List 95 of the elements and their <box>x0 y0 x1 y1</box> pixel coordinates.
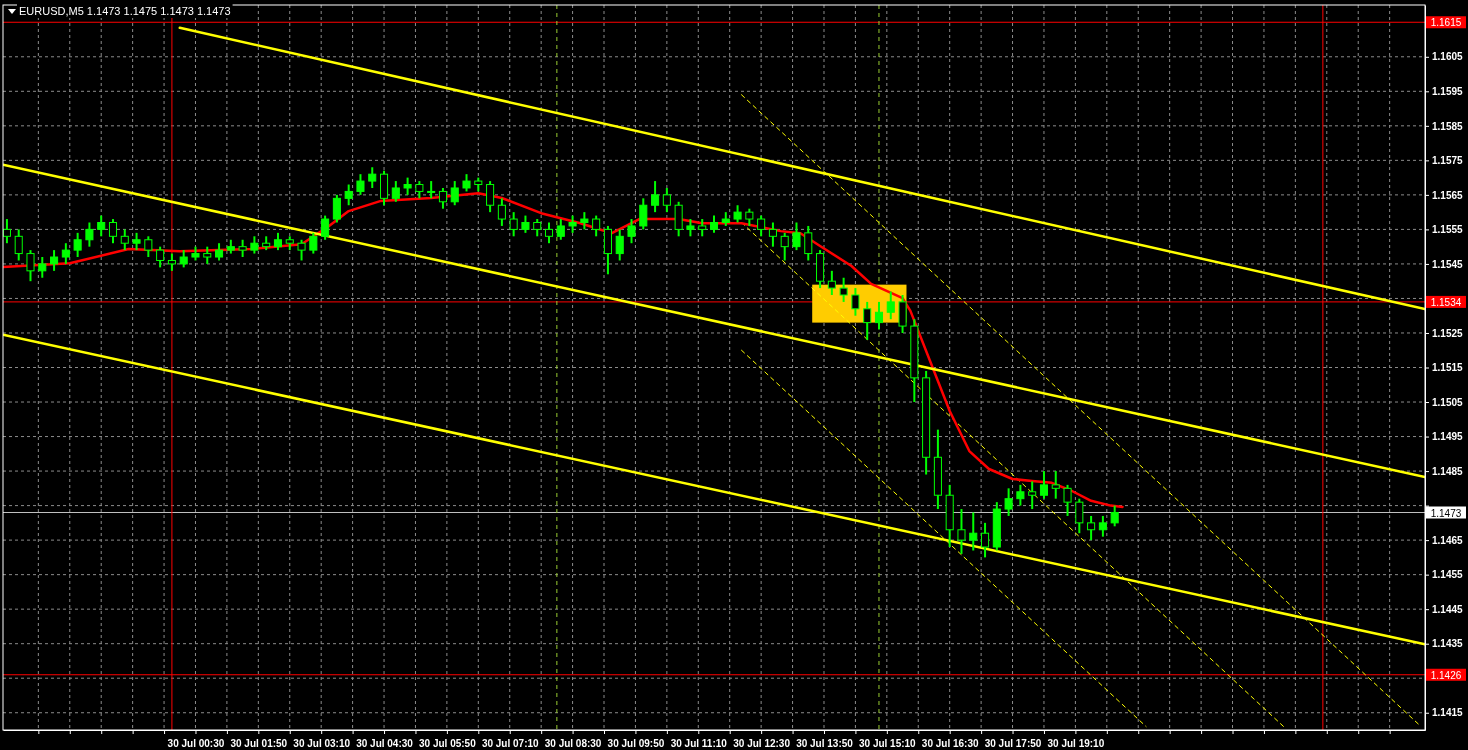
candlestick <box>804 224 813 262</box>
y-tick-label: 1.1605 <box>1432 51 1464 63</box>
candlestick <box>662 186 671 214</box>
candlestick <box>50 249 59 272</box>
candlestick <box>309 231 318 255</box>
y-tick-label: 1.1565 <box>1432 189 1464 201</box>
x-tick-label: 30 Jul 11:10 <box>670 738 728 749</box>
candlestick <box>144 235 153 259</box>
candlestick <box>957 508 966 555</box>
y-tick-label: 1.1505 <box>1432 396 1464 408</box>
x-tick-label: 30 Jul 09:50 <box>607 738 665 749</box>
chart-title: EURUSD,M5 1.1473 1.1475 1.1473 1.1473 <box>19 5 231 17</box>
candlestick <box>120 228 129 252</box>
y-tick-label: 1.1445 <box>1432 603 1464 615</box>
candlestick <box>615 228 624 262</box>
candlestick <box>639 197 648 231</box>
candlestick <box>1028 480 1037 511</box>
candlestick <box>73 231 82 259</box>
candlestick <box>1087 514 1096 542</box>
x-tick-label: 30 Jul 13:50 <box>796 738 854 749</box>
candlestick <box>356 173 365 196</box>
candlestick <box>768 221 777 248</box>
candlestick <box>651 180 660 214</box>
x-tick-label: 30 Jul 00:30 <box>167 738 225 749</box>
candlestick <box>592 214 601 238</box>
y-tick-label: 1.1545 <box>1432 258 1464 270</box>
y-tick-label: 1.1595 <box>1432 86 1464 98</box>
x-tick-label: 30 Jul 08:30 <box>544 738 602 749</box>
ref-line-label: 1.1473 <box>1430 507 1462 519</box>
candlestick <box>1063 483 1072 517</box>
candlestick <box>851 287 860 317</box>
x-tick-label: 30 Jul 05:50 <box>419 738 477 749</box>
candlestick <box>863 300 872 341</box>
x-tick-label: 30 Jul 16:30 <box>921 738 979 749</box>
candlestick <box>627 218 636 245</box>
candlestick <box>450 180 459 207</box>
ref-line-label: 1.1534 <box>1430 296 1462 308</box>
candlestick <box>757 214 766 238</box>
candlestick <box>3 218 11 245</box>
x-tick-label: 30 Jul 12:30 <box>733 738 791 749</box>
candlestick <box>874 300 884 331</box>
x-tick-label: 30 Jul 07:10 <box>481 738 540 749</box>
x-tick-label: 30 Jul 19:10 <box>1047 738 1105 749</box>
ref-line-label: 1.1426 <box>1430 669 1462 681</box>
ref-line-label: 1.1615 <box>1430 17 1462 29</box>
y-tick-label: 1.1455 <box>1432 569 1464 581</box>
candlestick <box>368 166 377 189</box>
y-tick-label: 1.1415 <box>1432 707 1464 719</box>
candlestick <box>108 218 118 245</box>
candlestick <box>1039 470 1048 500</box>
candlestick <box>497 197 506 227</box>
candlestick <box>1016 483 1025 507</box>
y-tick-label: 1.1585 <box>1432 120 1464 132</box>
candlestick <box>1004 487 1013 517</box>
candlestick <box>438 186 447 210</box>
candlestick <box>1075 497 1084 535</box>
candlestick <box>321 214 330 241</box>
candlestick <box>780 231 789 262</box>
x-tick-label: 30 Jul 17:50 <box>984 738 1042 749</box>
candlestick <box>26 249 35 283</box>
candlestick <box>297 238 306 262</box>
y-tick-label: 1.1495 <box>1432 431 1464 443</box>
candlestick <box>344 183 353 207</box>
candlestick <box>38 256 47 279</box>
candlestick <box>156 245 165 269</box>
candlestick <box>827 269 836 296</box>
candlestick <box>85 221 94 248</box>
candlestick <box>839 276 848 303</box>
candlestick <box>1110 504 1119 528</box>
y-tick-label: 1.1485 <box>1432 465 1464 477</box>
candlestick <box>391 180 400 203</box>
candlestick <box>792 221 801 252</box>
candlestick <box>544 221 554 245</box>
candlestick <box>61 242 70 265</box>
candlestick <box>1051 470 1060 500</box>
y-tick-label: 1.1555 <box>1432 224 1464 236</box>
y-tick-label: 1.1465 <box>1432 534 1464 546</box>
y-tick-label: 1.1435 <box>1432 638 1464 650</box>
y-tick-label: 1.1575 <box>1432 155 1464 167</box>
candlestick <box>14 228 23 262</box>
x-tick-label: 30 Jul 04:30 <box>356 738 414 749</box>
x-tick-label: 30 Jul 01:50 <box>230 738 288 749</box>
x-tick-label: 30 Jul 15:10 <box>858 738 917 749</box>
y-tick-label: 1.1525 <box>1432 327 1464 339</box>
x-tick-label: 30 Jul 03:10 <box>293 738 351 749</box>
y-tick-label: 1.1515 <box>1432 362 1464 374</box>
candlestick <box>886 290 895 321</box>
candlestick <box>1098 514 1107 538</box>
candlestick <box>981 521 990 559</box>
candlestick <box>332 193 341 224</box>
candlestick <box>969 511 978 552</box>
candlestick <box>486 180 495 214</box>
candlestick <box>97 214 106 238</box>
candlestick <box>556 218 565 241</box>
candlestick <box>509 211 518 238</box>
